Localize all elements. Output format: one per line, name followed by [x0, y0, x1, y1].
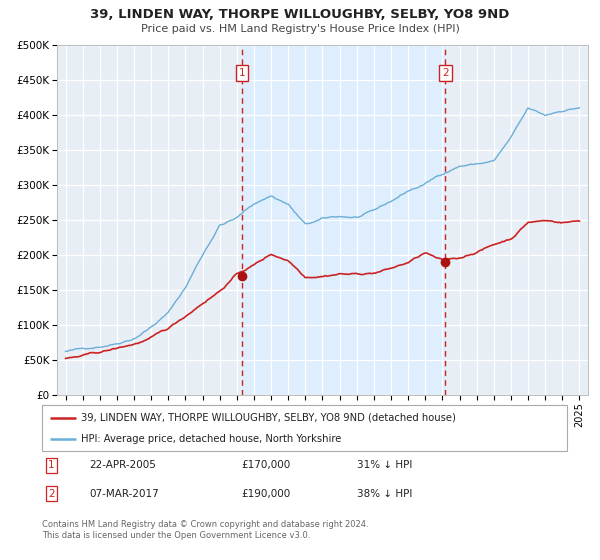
Text: 31% ↓ HPI: 31% ↓ HPI — [357, 460, 412, 470]
FancyBboxPatch shape — [42, 405, 567, 451]
Text: 07-MAR-2017: 07-MAR-2017 — [89, 488, 159, 498]
Text: Price paid vs. HM Land Registry's House Price Index (HPI): Price paid vs. HM Land Registry's House … — [140, 24, 460, 34]
Text: 1: 1 — [48, 460, 55, 470]
Text: 1: 1 — [239, 68, 245, 78]
Text: £190,000: £190,000 — [241, 488, 291, 498]
Text: 2: 2 — [48, 488, 55, 498]
Text: 22-APR-2005: 22-APR-2005 — [89, 460, 156, 470]
Text: 38% ↓ HPI: 38% ↓ HPI — [357, 488, 412, 498]
Bar — [242, 45, 445, 395]
Text: HPI: Average price, detached house, North Yorkshire: HPI: Average price, detached house, Nort… — [82, 434, 342, 444]
Text: 2: 2 — [442, 68, 449, 78]
Text: £170,000: £170,000 — [241, 460, 291, 470]
Text: 39, LINDEN WAY, THORPE WILLOUGHBY, SELBY, YO8 9ND (detached house): 39, LINDEN WAY, THORPE WILLOUGHBY, SELBY… — [82, 413, 456, 423]
Text: 39, LINDEN WAY, THORPE WILLOUGHBY, SELBY, YO8 9ND: 39, LINDEN WAY, THORPE WILLOUGHBY, SELBY… — [91, 8, 509, 21]
Text: Contains HM Land Registry data © Crown copyright and database right 2024.
This d: Contains HM Land Registry data © Crown c… — [42, 520, 368, 540]
